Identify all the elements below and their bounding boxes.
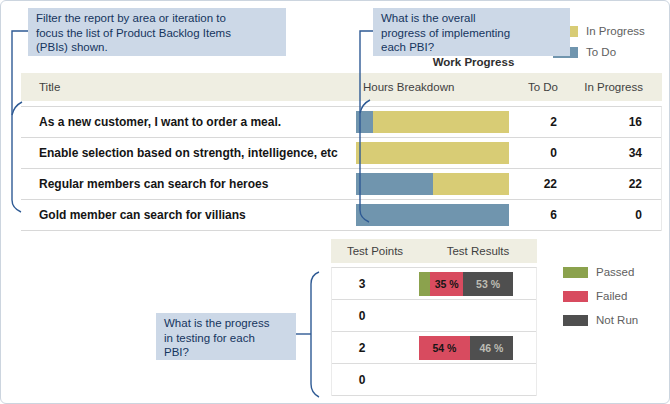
legend-item: Failed <box>563 290 638 302</box>
column-header-in-progress: In Progress <box>577 81 662 93</box>
pbi-title: Gold member can search for villians <box>21 208 356 222</box>
work-progress-table: Title Hours Breakdown To Do In Progress … <box>21 73 662 231</box>
column-header-test-results: Test Results <box>419 245 537 257</box>
test-points-value: 3 <box>332 277 392 291</box>
hours-breakdown-bar <box>356 111 509 133</box>
bar-segment <box>419 272 430 296</box>
bar-segment: 35 % <box>430 272 463 296</box>
legend-item: Passed <box>563 266 638 278</box>
test-results-bar <box>419 368 513 392</box>
test-results-table: Test Points Test Results 3 35 %53 % 0 2 … <box>331 239 537 396</box>
in-progress-value: 34 <box>576 146 661 160</box>
testing-callout-brace <box>311 272 319 397</box>
table-row: 0 <box>332 364 536 396</box>
hours-breakdown-cell <box>356 142 509 164</box>
column-header-title: Title <box>21 81 363 93</box>
test-points-value: 0 <box>332 373 392 387</box>
hours-breakdown-cell <box>356 111 509 133</box>
legend-swatch-icon <box>563 315 588 326</box>
hours-breakdown-bar <box>356 204 509 226</box>
in-progress-value: 22 <box>576 177 661 191</box>
to-do-value: 22 <box>509 177 576 191</box>
legend-item: Not Run <box>563 314 638 326</box>
work-table-header: Title Hours Breakdown To Do In Progress <box>21 73 662 101</box>
bar-segment: 53 % <box>463 272 513 296</box>
bar-segment <box>356 142 509 164</box>
legend-swatch-icon <box>563 291 588 302</box>
legend-swatch-icon <box>563 267 588 278</box>
test-results-bar <box>419 304 513 328</box>
pbi-title: As a new customer, I want to order a mea… <box>21 115 356 129</box>
bar-segment <box>356 204 509 226</box>
bar-segment <box>373 111 509 133</box>
legend-label: Not Run <box>596 314 638 326</box>
column-header-to-do: To Do <box>510 81 577 93</box>
to-do-value: 0 <box>509 146 576 160</box>
testing-progress-callout: What is the progress in testing for each… <box>156 313 296 360</box>
in-progress-value: 16 <box>576 115 661 129</box>
bar-segment <box>356 111 373 133</box>
table-row: Regular members can search for heroes 22… <box>21 169 661 200</box>
test-results-bar: 35 %53 % <box>419 272 513 296</box>
legend-label: Failed <box>596 290 627 302</box>
table-row: 3 35 %53 % <box>332 268 536 300</box>
bar-segment <box>433 173 510 195</box>
pbi-title: Regular members can search for heroes <box>21 177 356 191</box>
hours-breakdown-bar <box>356 173 509 195</box>
hours-breakdown-bar <box>356 142 509 164</box>
test-table-header: Test Points Test Results <box>331 239 537 263</box>
table-row: Enable selection based on strength, inte… <box>21 138 661 169</box>
table-row: 2 54 %46 % <box>332 332 536 364</box>
column-header-hours-breakdown: Hours Breakdown <box>363 81 510 93</box>
bar-segment <box>356 173 433 195</box>
pbi-title: Enable selection based on strength, inte… <box>21 146 356 160</box>
overall-progress-callout: What is the overall progress of implemen… <box>373 8 570 56</box>
test-results-bar: 54 %46 % <box>419 336 513 360</box>
table-row: As a new customer, I want to order a mea… <box>21 107 661 138</box>
work-table-rows: As a new customer, I want to order a mea… <box>21 106 662 231</box>
hours-breakdown-cell <box>356 173 509 195</box>
test-table-rows: 3 35 %53 % 0 2 54 %46 % 0 <box>331 267 537 396</box>
table-row: 0 <box>332 300 536 332</box>
test-points-value: 0 <box>332 309 392 323</box>
column-header-test-points: Test Points <box>331 245 419 257</box>
to-do-value: 6 <box>509 208 576 222</box>
test-results-legend: Passed Failed Not Run <box>563 266 638 338</box>
legend-label: Passed <box>596 266 634 278</box>
table-row: Gold member can search for villians 6 0 <box>21 200 661 231</box>
work-progress-title: Work Progress <box>376 56 571 68</box>
legend-label: In Progress <box>586 25 645 37</box>
in-progress-value: 0 <box>576 208 661 222</box>
report-page: Filter the report by area or iteration t… <box>0 0 670 404</box>
filter-callout: Filter the report by area or iteration t… <box>28 8 286 56</box>
legend-label: To Do <box>586 46 616 58</box>
bar-segment: 54 % <box>419 336 470 360</box>
hours-breakdown-cell <box>356 204 509 226</box>
test-points-value: 2 <box>332 341 392 355</box>
to-do-value: 2 <box>509 115 576 129</box>
bar-segment: 46 % <box>470 336 513 360</box>
